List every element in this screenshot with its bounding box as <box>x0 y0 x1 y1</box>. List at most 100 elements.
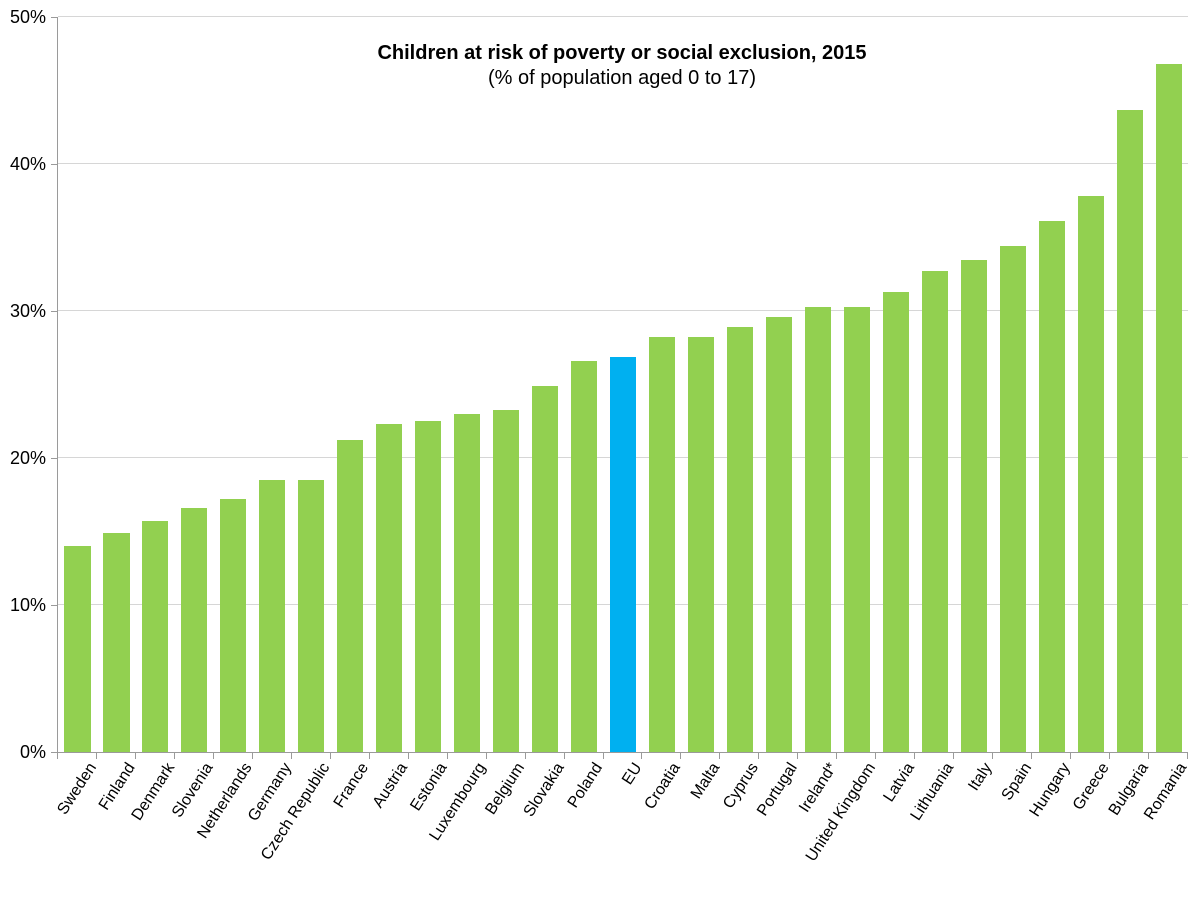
bar-slot-slovakia <box>526 17 565 752</box>
bar-hungary <box>1038 221 1065 752</box>
x-axis-tick-3 <box>173 753 175 759</box>
bar-slot-bulgaria <box>1110 17 1149 752</box>
x-axis-tick-5 <box>251 753 253 759</box>
bar-greece <box>1077 196 1104 752</box>
gridline-40 <box>58 163 1188 164</box>
bar-slot-greece <box>1071 17 1110 752</box>
y-axis-label-20: 20% <box>9 448 46 468</box>
bar-spain <box>999 246 1026 752</box>
bar-cyprus <box>726 327 753 752</box>
bar-slot-poland <box>565 17 604 752</box>
bar-denmark <box>142 521 169 752</box>
bar-slot-ireland <box>798 17 837 752</box>
y-axis-label-30: 30% <box>9 301 46 321</box>
bar-slot-portugal <box>759 17 798 752</box>
bar-belgium <box>493 409 520 752</box>
bar-slot-estonia <box>409 17 448 752</box>
x-axis-tick-1 <box>95 753 97 759</box>
y-axis-label-50: 50% <box>9 7 46 27</box>
bar-croatia <box>648 337 676 752</box>
chart-subtitle: (% of population aged 0 to 17) <box>488 67 756 89</box>
x-axis-tick-29 <box>1187 753 1188 759</box>
bar-austria <box>376 424 403 752</box>
bar-luxembourg <box>454 413 481 752</box>
bar-slot-eu <box>604 17 643 752</box>
y-axis-tick-10 <box>51 605 57 606</box>
bar-slot-lithuania <box>915 17 954 752</box>
bar-slot-malta <box>682 17 721 752</box>
bar-finland <box>103 532 130 752</box>
x-axis-tick-10 <box>446 753 448 759</box>
bar-slot-italy <box>954 17 993 752</box>
y-axis-tick-20 <box>51 458 57 459</box>
bar-series <box>58 17 1188 752</box>
x-axis-tick-26 <box>1070 753 1072 759</box>
x-axis-tick-0 <box>57 753 58 759</box>
gridline-30 <box>58 310 1188 311</box>
x-axis-tick-27 <box>1109 753 1111 759</box>
bar-eu <box>610 356 637 752</box>
bar-slot-united-kingdom <box>837 17 876 752</box>
y-axis-label-40: 40% <box>9 154 46 174</box>
bar-latvia <box>882 291 909 752</box>
gridline-50 <box>58 16 1188 17</box>
bar-slot-netherlands <box>214 17 253 752</box>
bar-sweden <box>64 546 91 752</box>
bar-slot-croatia <box>643 17 682 752</box>
bar-ireland <box>804 306 831 752</box>
x-axis-tick-13 <box>563 753 565 759</box>
bar-slot-luxembourg <box>448 17 487 752</box>
bar-slot-slovenia <box>175 17 214 752</box>
x-axis-tick-11 <box>485 753 487 759</box>
bar-slot-germany <box>253 17 292 752</box>
bar-france <box>337 440 364 752</box>
bar-slot-romania <box>1149 17 1188 752</box>
bar-slovenia <box>181 507 208 752</box>
bar-slot-france <box>331 17 370 752</box>
bar-bulgaria <box>1116 109 1143 752</box>
bar-italy <box>960 259 987 752</box>
bar-slot-latvia <box>876 17 915 752</box>
bar-lithuania <box>921 271 948 752</box>
x-axis-tick-17 <box>719 753 721 759</box>
y-axis-tick-50 <box>51 17 57 18</box>
x-axis-tick-8 <box>368 753 370 759</box>
y-axis-tick-30 <box>51 311 57 312</box>
x-axis-tick-23 <box>953 753 955 759</box>
bar-netherlands <box>220 499 247 752</box>
bar-czech-republic <box>298 480 325 752</box>
x-axis-tick-12 <box>524 753 526 759</box>
x-axis-tick-22 <box>914 753 916 759</box>
bar-portugal <box>765 316 792 752</box>
x-axis-tick-15 <box>641 753 643 759</box>
bar-united-kingdom <box>843 306 870 752</box>
x-axis-tick-28 <box>1148 753 1150 759</box>
x-axis-tick-7 <box>329 753 331 759</box>
bar-slot-czech-republic <box>292 17 331 752</box>
y-axis-label-0: 0% <box>19 742 46 762</box>
x-axis-tick-20 <box>836 753 838 759</box>
x-axis-tick-6 <box>290 753 292 759</box>
bar-slovakia <box>532 385 559 752</box>
bar-slot-finland <box>97 17 136 752</box>
x-axis-tick-14 <box>602 753 604 759</box>
y-axis-label-10: 10% <box>9 595 46 615</box>
bar-slot-sweden <box>58 17 97 752</box>
bar-poland <box>571 360 598 752</box>
bar-estonia <box>415 421 442 752</box>
x-axis-tick-2 <box>134 753 136 759</box>
x-axis-tick-4 <box>212 753 214 759</box>
bar-slot-spain <box>993 17 1032 752</box>
bar-slot-belgium <box>487 17 526 752</box>
y-axis-tick-0 <box>51 752 57 753</box>
bar-slot-cyprus <box>720 17 759 752</box>
x-axis-tick-24 <box>992 753 994 759</box>
x-axis-tick-9 <box>407 753 409 759</box>
x-axis-tick-19 <box>797 753 799 759</box>
bar-germany <box>259 480 286 752</box>
chart-title: Children at risk of poverty or social ex… <box>377 42 867 64</box>
plot-area <box>57 16 1188 753</box>
bar-slot-austria <box>370 17 409 752</box>
x-axis-tick-25 <box>1031 753 1033 759</box>
